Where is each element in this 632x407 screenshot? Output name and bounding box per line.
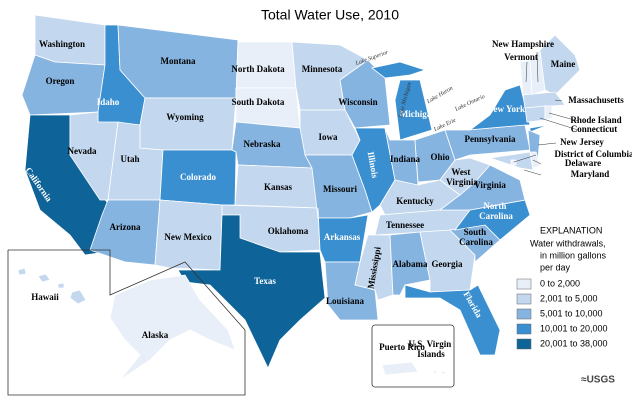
state-label: Kentucky (396, 196, 434, 206)
state-label: Oklahoma (268, 226, 309, 236)
state-shape (235, 87, 301, 129)
state-shape (381, 361, 419, 376)
map-title: Total Water Use, 2010 (261, 7, 399, 23)
state-label: Maryland (571, 169, 610, 179)
state-label: North Dakota (231, 64, 285, 74)
state-label: Wisconsin (338, 97, 377, 107)
state-shape (109, 274, 236, 381)
leader-lines (513, 51, 579, 176)
state-label: Tennessee (386, 220, 424, 230)
legend-label: 2,001 to 5,000 (540, 293, 598, 303)
state-label: District of Columbia (555, 149, 632, 159)
state-label: Illinois (366, 151, 381, 179)
state-shape (139, 97, 237, 151)
state-shape (439, 157, 491, 196)
state-label: Delaware (565, 158, 601, 168)
state-label: New Jersey (560, 137, 604, 147)
state-label: Connecticut (571, 124, 618, 134)
state-label: Vermont (504, 52, 538, 62)
state-label: Kansas (264, 182, 293, 192)
state-shape (404, 284, 501, 356)
state-shape (544, 105, 553, 121)
legend-heading: EXPLANATION (540, 225, 602, 235)
state-label: New York (487, 104, 525, 114)
state-label: Wyoming (166, 112, 204, 122)
legend-description: in million gallons (540, 250, 607, 260)
state-shape (17, 267, 87, 305)
state-shape (177, 214, 326, 369)
state-label: Alaska (142, 330, 169, 340)
state-label: Washington (39, 39, 85, 49)
legend-swatch (516, 338, 532, 350)
state-label: Massachusetts (568, 95, 624, 105)
lake-label: Lake Huron (425, 86, 454, 106)
state-label: New Mexico (164, 232, 212, 242)
state-label: Rhode Island (570, 115, 621, 125)
state-label: Texas (254, 276, 276, 286)
state-label: Utah (120, 154, 139, 164)
state-label: Montana (160, 56, 196, 66)
state-label: Ohio (430, 152, 450, 162)
state-shape (524, 105, 546, 123)
state-label: Iowa (318, 132, 338, 142)
state-label: West Virginia (446, 167, 478, 187)
state-shape (339, 59, 391, 129)
state-label: Louisiana (326, 296, 365, 306)
legend-description: per day (540, 262, 571, 272)
state-label: New Hampshire (492, 39, 554, 49)
state-label: Minnesota (302, 64, 343, 74)
state-shape (371, 61, 433, 141)
legend-description: Water withdrawals, (530, 238, 606, 248)
state-label: Michigan (400, 109, 437, 119)
state-label: South Dakota (232, 97, 285, 107)
state-shape (522, 91, 566, 109)
legend-label: 10,001 to 20,000 (540, 323, 608, 333)
state-label: U.S. Virgin Islands (408, 339, 453, 359)
state-shape (431, 369, 446, 376)
state-label: Nevada (68, 146, 97, 156)
state-label: Alabama (392, 259, 428, 269)
state-label: South Carolina (459, 227, 493, 247)
state-label: Virginia (474, 180, 506, 190)
state-label: Idaho (97, 97, 120, 107)
state-label: Missouri (323, 184, 358, 194)
state-label: Nebraska (243, 139, 281, 149)
legend-swatch (516, 278, 532, 290)
state-shape (510, 159, 517, 166)
inset-frames (7, 249, 455, 396)
legend-label: 0 to 2,000 (540, 278, 580, 288)
state-label: Colorado (180, 172, 217, 182)
state-shape (539, 34, 581, 96)
state-label: North Carolina (479, 201, 513, 221)
states (17, 14, 581, 381)
legend-swatch (516, 308, 532, 320)
legend: EXPLANATION Water withdrawals, in million … (516, 225, 608, 350)
legend-swatch (516, 293, 532, 305)
legend-swatch (516, 323, 532, 335)
state-label: Maine (551, 59, 576, 69)
state-label: Georgia (432, 259, 463, 269)
state-label: Pennsylvania (464, 134, 516, 144)
state-label: Arizona (110, 222, 141, 232)
state-label: Arkansas (324, 232, 361, 242)
state-label: Puerto Rico (379, 342, 425, 352)
legend-label: 5,001 to 10,000 (540, 308, 603, 318)
lake-label: Lake Ontario (453, 94, 486, 113)
state-label: Indiana (390, 154, 421, 164)
legend-label: 20,001 to 38,000 (540, 338, 608, 348)
state-label: Oregon (46, 76, 75, 86)
usgs-logo: ≈USGS (581, 375, 615, 386)
state-label: Hawaii (31, 292, 59, 302)
